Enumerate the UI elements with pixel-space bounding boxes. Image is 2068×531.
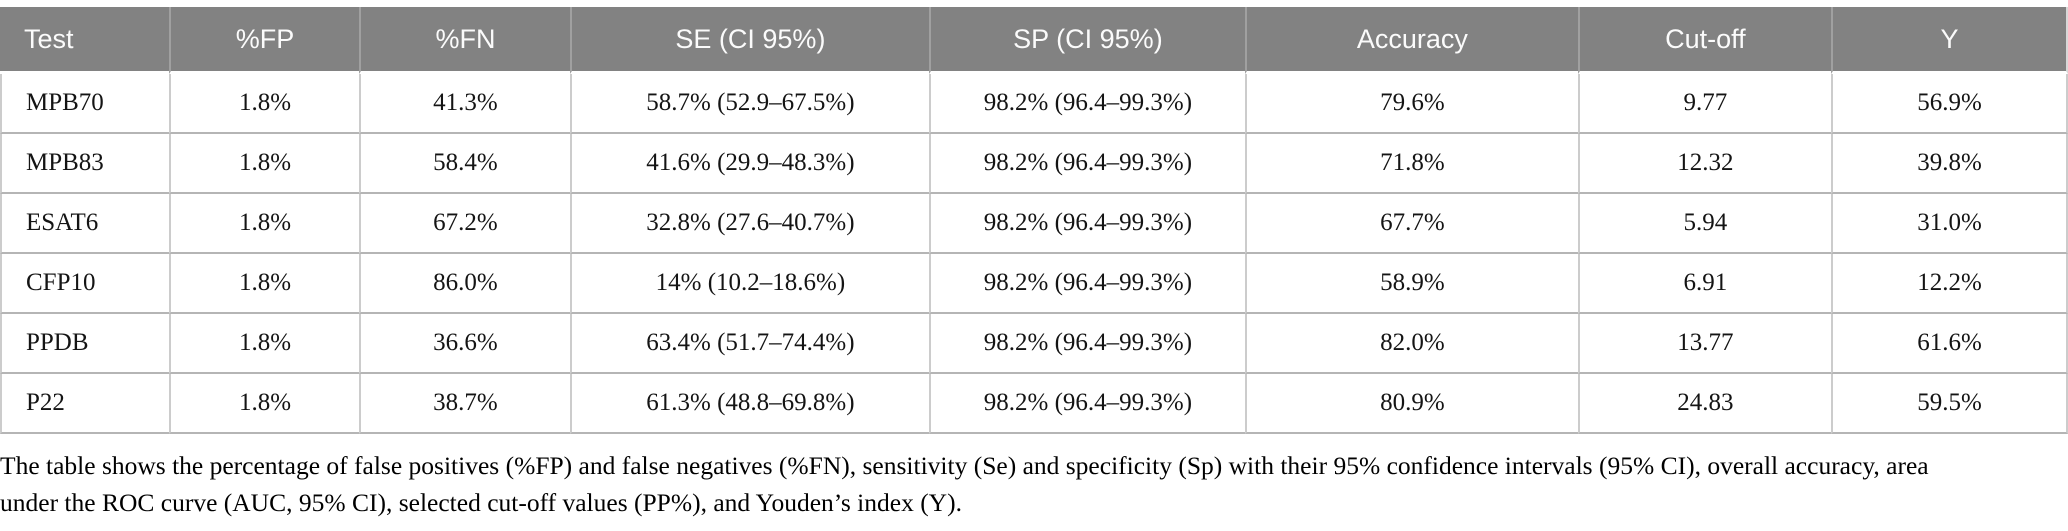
column-header-accuracy: Accuracy <box>1244 7 1578 74</box>
table-cell: 98.2% (96.4–99.3%) <box>928 374 1245 434</box>
table-cell: 86.0% <box>359 254 570 314</box>
table-cell: 41.6% (29.9–48.3%) <box>569 134 929 194</box>
table-cell: 58.7% (52.9–67.5%) <box>569 74 929 134</box>
table-cell: 12.2% <box>1830 254 2068 314</box>
table-cell: 98.2% (96.4–99.3%) <box>928 74 1245 134</box>
table-cell: 1.8% <box>168 74 359 134</box>
table-cell: 38.7% <box>359 374 570 434</box>
table-cell: 58.4% <box>359 134 570 194</box>
table-cell: 1.8% <box>168 374 359 434</box>
table-cell: 6.91 <box>1577 254 1831 314</box>
diagnostic-performance-table: Test %FP %FN SE (CI 95%) SP (CI 95%) Acc… <box>0 7 2068 434</box>
table-cell: 61.6% <box>1830 314 2068 374</box>
table-row: PPDB 1.8% 36.6% 63.4% (51.7–74.4%) 98.2%… <box>0 314 2068 374</box>
table-cell: 1.8% <box>168 314 359 374</box>
table-caption-line: under the ROC curve (AUC, 95% CI), selec… <box>0 488 962 517</box>
table-cell: 41.3% <box>359 74 570 134</box>
table-cell: 98.2% (96.4–99.3%) <box>928 134 1245 194</box>
table-cell: 13.77 <box>1577 314 1831 374</box>
table-cell: CFP10 <box>0 254 169 314</box>
table-cell: 56.9% <box>1830 74 2068 134</box>
table-caption: The table shows the percentage of false … <box>0 447 2068 521</box>
table-cell: 39.8% <box>1830 134 2068 194</box>
table-cell: 9.77 <box>1577 74 1831 134</box>
table-cell: 67.2% <box>359 194 570 254</box>
column-header-fp: %FP <box>168 7 359 74</box>
results-table-container: Test %FP %FN SE (CI 95%) SP (CI 95%) Acc… <box>0 7 2068 434</box>
table-cell: 98.2% (96.4–99.3%) <box>928 314 1245 374</box>
table-header-row: Test %FP %FN SE (CI 95%) SP (CI 95%) Acc… <box>0 7 2068 74</box>
table-cell: 80.9% <box>1244 374 1578 434</box>
table-caption-line: The table shows the percentage of false … <box>0 451 1929 480</box>
table-cell: 71.8% <box>1244 134 1578 194</box>
table-row: P22 1.8% 38.7% 61.3% (48.8–69.8%) 98.2% … <box>0 374 2068 434</box>
table-cell: P22 <box>0 374 169 434</box>
column-header-test: Test <box>0 7 169 74</box>
table-cell: 67.7% <box>1244 194 1578 254</box>
table-cell: PPDB <box>0 314 169 374</box>
table-row: CFP10 1.8% 86.0% 14% (10.2–18.6%) 98.2% … <box>0 254 2068 314</box>
column-header-cutoff: Cut-off <box>1577 7 1831 74</box>
table-cell: 82.0% <box>1244 314 1578 374</box>
table-cell: MPB83 <box>0 134 169 194</box>
table-cell: 58.9% <box>1244 254 1578 314</box>
table-cell: 63.4% (51.7–74.4%) <box>569 314 929 374</box>
table-cell: 61.3% (48.8–69.8%) <box>569 374 929 434</box>
table-cell: 98.2% (96.4–99.3%) <box>928 194 1245 254</box>
table-row: ESAT6 1.8% 67.2% 32.8% (27.6–40.7%) 98.2… <box>0 194 2068 254</box>
table-cell: 98.2% (96.4–99.3%) <box>928 254 1245 314</box>
table-row: MPB83 1.8% 58.4% 41.6% (29.9–48.3%) 98.2… <box>0 134 2068 194</box>
table-cell: MPB70 <box>0 74 169 134</box>
table-cell: 32.8% (27.6–40.7%) <box>569 194 929 254</box>
table-cell: 79.6% <box>1244 74 1578 134</box>
table-cell: 24.83 <box>1577 374 1831 434</box>
table-cell: 1.8% <box>168 134 359 194</box>
table-cell: 31.0% <box>1830 194 2068 254</box>
table-cell: 1.8% <box>168 254 359 314</box>
column-header-fn: %FN <box>359 7 570 74</box>
column-header-se: SE (CI 95%) <box>569 7 929 74</box>
table-cell: 12.32 <box>1577 134 1831 194</box>
table-cell: 59.5% <box>1830 374 2068 434</box>
column-header-sp: SP (CI 95%) <box>928 7 1245 74</box>
table-cell: ESAT6 <box>0 194 169 254</box>
table-row: MPB70 1.8% 41.3% 58.7% (52.9–67.5%) 98.2… <box>0 74 2068 134</box>
table-cell: 14% (10.2–18.6%) <box>569 254 929 314</box>
table-cell: 5.94 <box>1577 194 1831 254</box>
column-header-y: Y <box>1830 7 2068 74</box>
table-cell: 1.8% <box>168 194 359 254</box>
table-cell: 36.6% <box>359 314 570 374</box>
